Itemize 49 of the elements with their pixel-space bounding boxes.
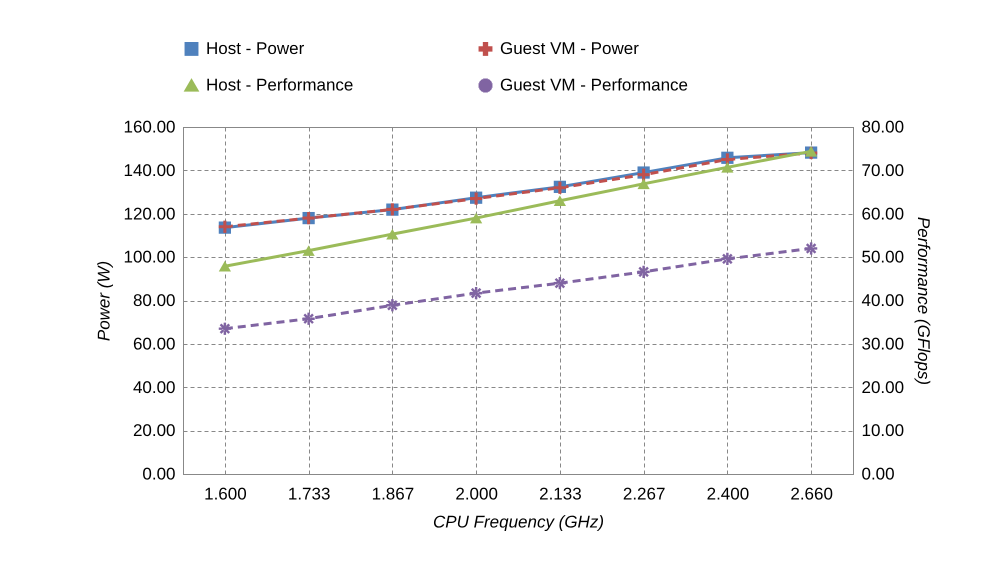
y2-tick-label: 80.00 (862, 118, 904, 136)
y-tick-label: 100.00 (124, 248, 176, 267)
point (470, 287, 482, 300)
y2-tick-label: 70.00 (862, 160, 904, 180)
point (554, 195, 566, 206)
point (805, 242, 818, 255)
legend-label: Host - Performance (206, 76, 354, 94)
point (302, 245, 315, 256)
y2-tick-label: 30.00 (862, 334, 904, 354)
point (721, 252, 734, 265)
point (218, 322, 231, 335)
point (218, 260, 231, 272)
y2-tick-label: 20.00 (862, 378, 904, 397)
point (638, 178, 650, 190)
y-tick-label: 20.00 (132, 421, 176, 440)
legend-label: Guest VM - Performance (500, 76, 688, 94)
x-tick-label: 2.267 (622, 484, 666, 504)
x-tick-label: 1.600 (204, 484, 247, 504)
x-tick-label: 2.400 (706, 484, 750, 504)
y-tick-label: 60.00 (132, 334, 176, 354)
point (554, 277, 566, 290)
y2-tick-label: 0.00 (862, 464, 895, 484)
y-tick-label: 40.00 (132, 378, 176, 397)
y-tick-label: 0.00 (142, 464, 176, 484)
x-tick-label: 2.660 (790, 484, 833, 504)
x-tick-label: 1.867 (372, 484, 414, 504)
point (470, 212, 482, 224)
y-axis-title: Power (W) (94, 260, 114, 342)
x-tick-label: 1.733 (288, 484, 330, 504)
x-tick-label: 2.133 (539, 484, 582, 504)
point (302, 312, 315, 325)
x-tick-label: 2.000 (455, 484, 498, 504)
y2-tick-label: 50.00 (862, 248, 904, 267)
y-tick-label: 80.00 (132, 291, 176, 310)
point (386, 228, 398, 240)
y-tick-label: 160.00 (124, 118, 176, 136)
y-tick-label: 140.00 (124, 160, 176, 180)
point (638, 266, 650, 278)
y2-tick-label: 40.00 (862, 291, 904, 310)
legend-label: Guest VM - Power (500, 38, 640, 58)
y2-tick-label: 60.00 (862, 204, 904, 224)
point (386, 299, 398, 312)
point (638, 168, 650, 181)
legend-label: Host - Power (206, 38, 305, 58)
y2-tick-label: 10.00 (862, 421, 904, 440)
y2-axis-title: Performance (GFlops) (914, 216, 934, 386)
point (721, 162, 734, 173)
x-axis-title: CPU Frequency (GHz) (433, 512, 604, 532)
y-tick-label: 120.00 (124, 204, 176, 224)
